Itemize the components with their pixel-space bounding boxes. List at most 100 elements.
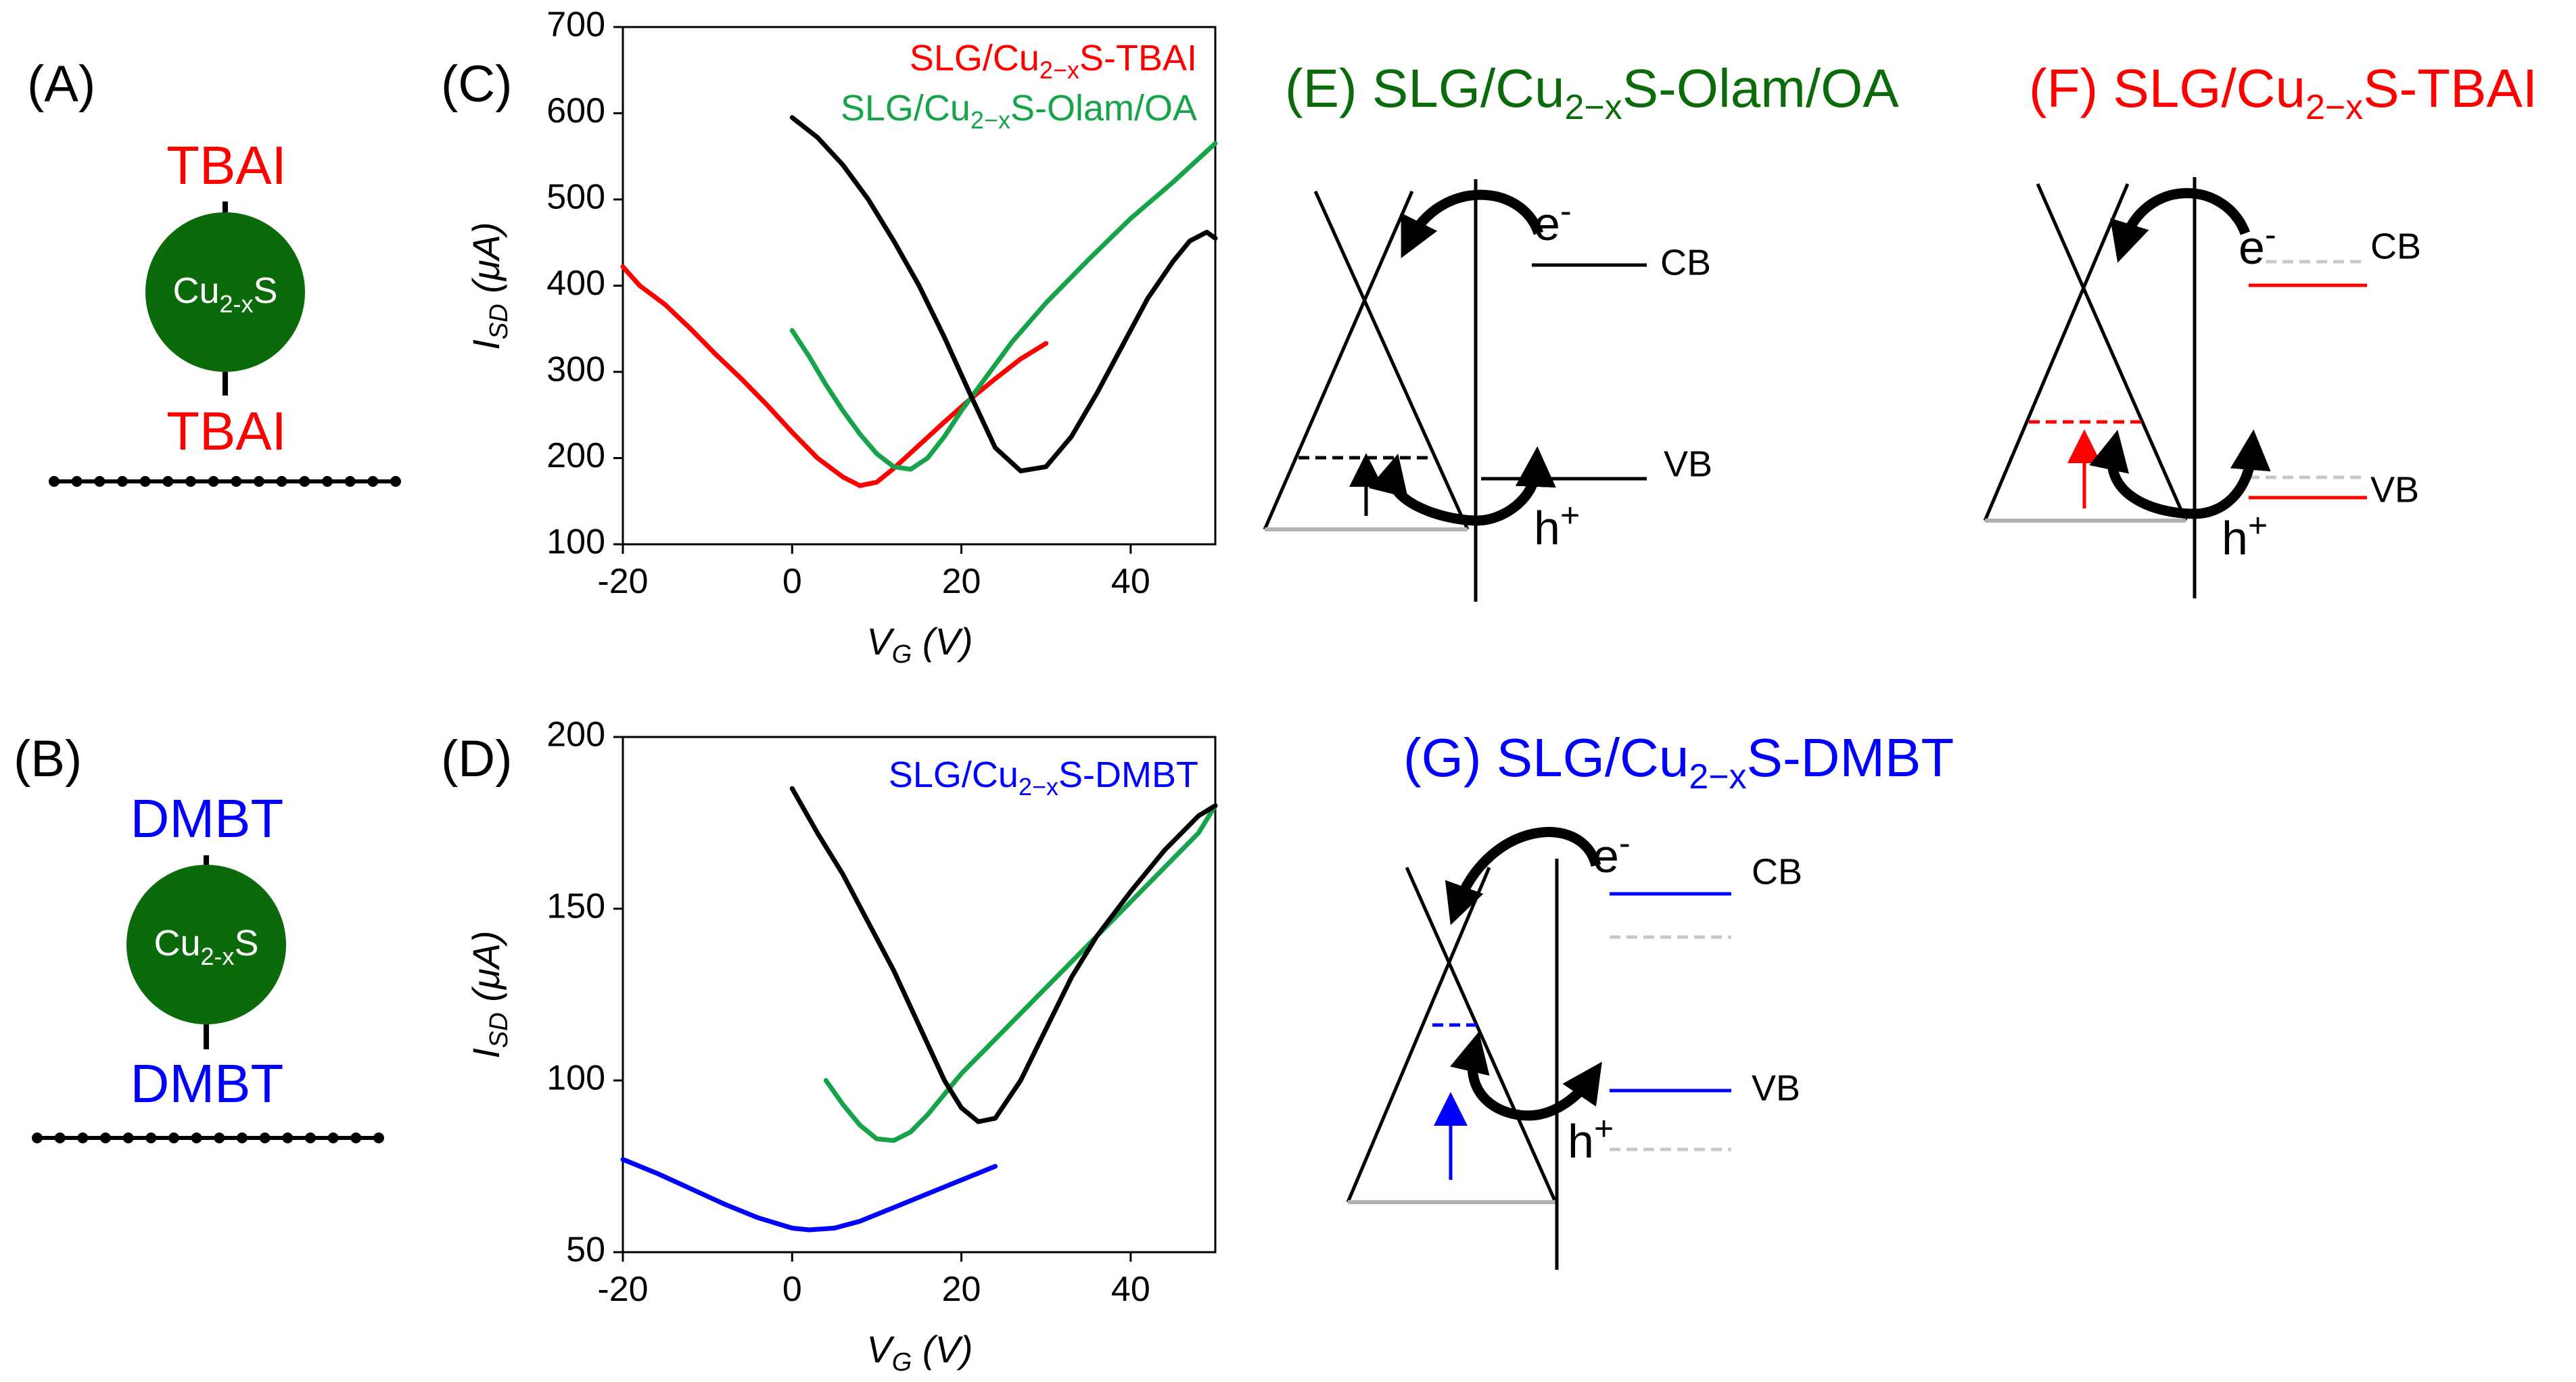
- panel-e-hole-label: h+: [1534, 496, 1580, 554]
- panel-e-cone-left: [1263, 191, 1414, 530]
- graphene-atom: [54, 1133, 66, 1143]
- chart-d-y-tick-label: 150: [546, 887, 605, 926]
- panel-e-cb-label: CB: [1660, 242, 1711, 283]
- panel-f-vb-label: VB: [2370, 469, 2419, 510]
- panel-g-electron-transfer-arrow: [1445, 827, 1601, 926]
- chart-c-y-tick-label: 700: [546, 5, 605, 45]
- panel-g-hole-transfer-arrow-left: [1450, 1031, 1529, 1121]
- graphene-atom: [322, 476, 333, 487]
- panel-f-cone-right: [2036, 183, 2188, 522]
- chart-c-series-line: [620, 264, 1049, 488]
- chart-c: (C) -20 0 20 40 100 200 300 400 500 600 700 SLG/Cu…: [441, 5, 1218, 669]
- panel-e-cone-right: [1313, 190, 1470, 531]
- chart-d-x-tick-label: -20: [597, 1270, 648, 1309]
- panel-a-tag: (A): [27, 55, 95, 113]
- panel-a-core-label: Cu2-xS: [172, 270, 277, 318]
- chart-d-y-tick-label: 50: [566, 1231, 605, 1270]
- chart-c-legend-tbai: SLG/Cu2−xS-TBAI: [910, 38, 1197, 84]
- graphene-atom: [254, 476, 264, 487]
- graphene-atom: [49, 476, 60, 487]
- panel-a-ligand-top: TBAI: [166, 135, 287, 195]
- graphene-atom: [276, 476, 287, 487]
- panel-b-nanoparticle: [126, 865, 286, 1024]
- panel-g: (G) SLG/Cu2−xS-DMBT CB VB e- h+: [1346, 728, 1954, 1270]
- panel-e-hole-transfer-arrow-right: [1477, 446, 1556, 526]
- panel-g-vb-label: VB: [1752, 1068, 1800, 1108]
- chart-d-x-axis-label: VG (V): [866, 1328, 973, 1377]
- chart-d-series-line: [620, 1157, 998, 1233]
- chart-c-series-line: [789, 141, 1218, 472]
- graphene-atom: [77, 1133, 89, 1143]
- chart-c-x-tick-label: 20: [942, 562, 981, 601]
- graphene-atom: [373, 1133, 384, 1143]
- chart-d-tag: (D): [441, 730, 513, 788]
- chart-c-y-axis-label: ISD (μA): [465, 222, 513, 350]
- chart-c-legend-olam: SLG/Cu2−xS-Olam/OA: [841, 88, 1197, 134]
- chart-d-legend-dmbt: SLG/Cu2−xS-DMBT: [889, 755, 1198, 801]
- graphene-atom: [145, 1133, 157, 1143]
- chart-c-tag: (C): [441, 55, 513, 113]
- graphene-atom: [350, 1133, 362, 1143]
- chart-d-y-axis-label: ISD (μA): [465, 930, 513, 1058]
- chart-c-y-tick-label: 600: [546, 91, 605, 130]
- graphene-atom: [100, 1133, 111, 1143]
- graphene-atom: [32, 1133, 43, 1143]
- panel-b-core-label: Cu2-xS: [154, 923, 258, 970]
- chart-c-y-tick-label: 400: [546, 264, 605, 303]
- panel-b-ligand-bottom: DMBT: [131, 1053, 284, 1114]
- chart-c-x-tick-label: 0: [782, 562, 802, 601]
- panel-e-vb-label: VB: [1664, 444, 1712, 484]
- panel-a: (A) TBAI Cu2-xS TBAI: [27, 55, 401, 487]
- chart-c-x-axis-label: VG (V): [866, 620, 973, 669]
- chart-d-plot-area: [622, 736, 1217, 1254]
- panel-g-cone-right: [1405, 866, 1558, 1204]
- graphene-atom: [237, 1133, 248, 1143]
- chart-c-x-tick-label: 40: [1111, 562, 1150, 601]
- graphene-atom: [168, 1133, 179, 1143]
- graphene-atom: [117, 476, 128, 487]
- panel-e: (E) SLG/Cu2−xS-Olam/OA CB VB e- h+: [1263, 58, 1899, 602]
- panel-f-hole-transfer-arrow-left: [2089, 429, 2195, 519]
- graphene-atom: [367, 476, 379, 487]
- panel-f-title: (F) SLG/Cu2−xS-TBAI: [2029, 58, 2537, 127]
- graphene-atom: [259, 1133, 271, 1143]
- chart-c-y-tick-label: 500: [546, 178, 605, 217]
- chart-c-series-line: [789, 115, 1218, 474]
- panel-g-title: (G) SLG/Cu2−xS-DMBT: [1403, 728, 1954, 796]
- graphene-atom: [327, 1133, 339, 1143]
- chart-d-x-tick-label: 0: [782, 1270, 802, 1309]
- graphene-atom: [214, 1133, 225, 1143]
- panel-f-hole-transfer-arrow-right: [2194, 429, 2271, 519]
- graphene-atom: [94, 476, 106, 487]
- chart-c-y-tick-label: 100: [546, 523, 605, 562]
- panel-g-electron-label: e-: [1593, 824, 1631, 882]
- panel-f-cone-left: [1983, 183, 2130, 521]
- graphene-atom: [231, 476, 242, 487]
- panel-b-ligand-top: DMBT: [131, 788, 284, 849]
- panel-g-cone-left: [1346, 867, 1491, 1203]
- panel-g-hole-transfer-arrow-right: [1528, 1062, 1602, 1121]
- panel-b-graphene-sheet: [32, 1133, 384, 1143]
- panel-b-tag: (B): [14, 730, 82, 788]
- panel-f-hole-label: h+: [2222, 506, 2268, 565]
- chart-d-series-line: [823, 803, 1218, 1143]
- chart-d-y-tick-label: 200: [546, 715, 605, 755]
- chart-c-y-tick-label: 200: [546, 436, 605, 475]
- chart-c-y-tick-label: 300: [546, 350, 605, 389]
- graphene-atom: [208, 476, 219, 487]
- graphene-atom: [299, 476, 310, 487]
- panel-a-graphene-sheet: [49, 476, 401, 487]
- graphene-atom: [282, 1133, 294, 1143]
- panel-e-electron-transfer-arrow: [1401, 189, 1544, 258]
- panel-f-electron-transfer-arrow: [2110, 188, 2251, 263]
- panel-a-nanoparticle: [145, 212, 305, 372]
- graphene-atom: [344, 476, 356, 487]
- graphene-atom: [122, 1133, 134, 1143]
- graphene-atom: [185, 476, 196, 487]
- chart-d-series-line: [789, 786, 1218, 1124]
- chart-c-x-tick-label: -20: [597, 562, 648, 601]
- panel-e-hole-transfer-arrow-left: [1368, 453, 1478, 526]
- panel-e-title: (E) SLG/Cu2−xS-Olam/OA: [1285, 58, 1899, 127]
